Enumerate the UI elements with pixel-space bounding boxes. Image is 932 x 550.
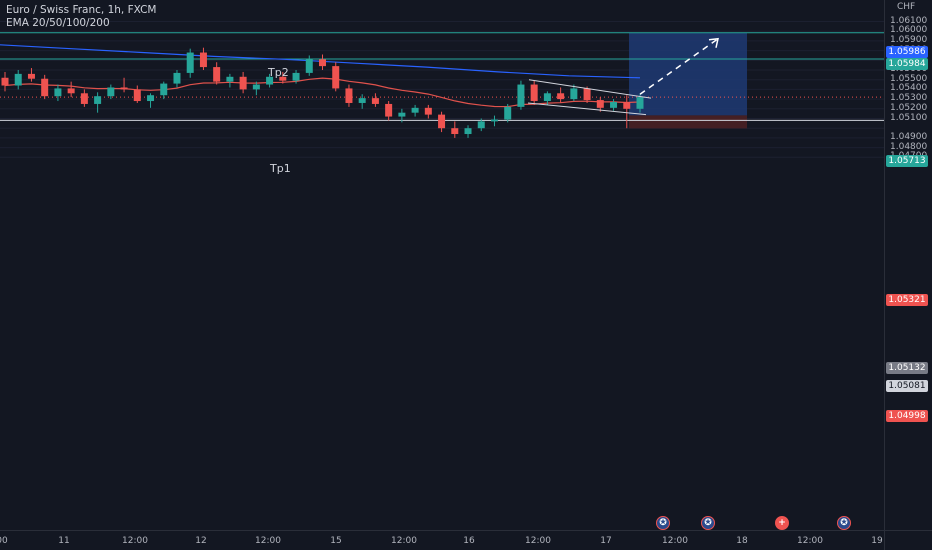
candle-body: [41, 78, 49, 97]
candle-body: [27, 73, 35, 79]
candles: [1, 47, 644, 138]
candle-body: [67, 88, 75, 94]
candle-body: [438, 114, 446, 129]
candle-body: [120, 87, 128, 90]
eu-flag-icon[interactable]: ✪: [656, 516, 670, 530]
time-tick: 12:00: [525, 536, 551, 546]
candle-body: [636, 97, 644, 109]
candle-body: [477, 121, 485, 129]
time-tick: 12:00: [662, 536, 688, 546]
target-zone[interactable]: [629, 32, 747, 116]
candle-body: [464, 128, 472, 135]
price-tick: 1.05200: [890, 102, 928, 113]
candle-body: [319, 59, 326, 67]
entry-price-badge: 1.05132: [886, 362, 928, 374]
candle-body: [160, 83, 168, 96]
symbol-title[interactable]: Euro / Swiss Franc, 1h, FXCM: [6, 4, 157, 16]
candle-body: [305, 59, 313, 73]
time-tick: 15: [330, 536, 342, 546]
price-tick: 1.05400: [890, 83, 928, 94]
candle-body: [504, 106, 512, 120]
support-price-badge: 1.05081: [886, 380, 928, 392]
price-tick: 1.05500: [890, 73, 928, 84]
time-tick: 16: [463, 536, 475, 546]
candle-body: [358, 98, 366, 103]
candle-body: [199, 52, 207, 68]
chart-grid: [0, 21, 884, 158]
price-tick: 1.05900: [890, 34, 928, 45]
candle-body: [147, 95, 155, 102]
last-price-badge: 1.05321: [886, 294, 928, 306]
projection-arrow[interactable]: [639, 38, 719, 95]
candle-body: [1, 77, 9, 86]
tp2-label: Tp2: [268, 66, 289, 79]
candle-body: [252, 84, 260, 90]
candle-body: [332, 66, 340, 89]
time-tick: 12:00: [122, 536, 148, 546]
time-tick: 19: [871, 536, 883, 546]
candle-body: [610, 102, 618, 108]
candle-body: [385, 103, 393, 117]
time-tick: 17: [600, 536, 612, 546]
candle-body: [583, 88, 591, 101]
candle-body: [80, 93, 88, 104]
candle-body: [133, 89, 141, 102]
candle-body: [279, 76, 287, 81]
price-tick: 1.05100: [890, 112, 928, 123]
eu-flag-icon[interactable]: ✪: [701, 516, 715, 530]
time-tick: 12: [195, 536, 207, 546]
price-tick: 1.06000: [890, 25, 928, 36]
candle-body: [424, 107, 432, 115]
candle-body: [186, 52, 194, 73]
channel-upper-line[interactable]: [528, 79, 652, 99]
candle-body: [94, 96, 102, 104]
tp2-price-badge: 1.05984: [886, 58, 928, 70]
time-tick: 12:00: [255, 536, 281, 546]
tp2-top-price-badge: 1.05986: [886, 46, 928, 58]
candle-body: [543, 93, 551, 102]
time-tick: 12:00: [797, 536, 823, 546]
candle-body: [371, 98, 379, 104]
candle-body: [173, 72, 181, 84]
candle-body: [623, 102, 631, 109]
price-tick: 1.04800: [890, 141, 928, 152]
candle-body: [213, 67, 221, 82]
stop-zone[interactable]: [629, 115, 747, 129]
time-tick: 12:00: [391, 536, 417, 546]
time-tick: 18: [736, 536, 748, 546]
candle-body: [398, 112, 406, 117]
candle-body: [596, 100, 604, 108]
price-tick: 1.05300: [890, 93, 928, 104]
candle-body: [490, 119, 498, 122]
currency-label: CHF: [897, 2, 916, 12]
eu-flag-icon[interactable]: ✪: [837, 516, 851, 530]
candle-body: [517, 84, 525, 107]
channel-lower-line[interactable]: [527, 102, 647, 116]
candle-body: [345, 88, 353, 103]
time-tick: 11: [58, 536, 70, 546]
candle-body: [530, 84, 538, 102]
candle-body: [570, 88, 578, 100]
candle-body: [266, 76, 274, 85]
stop-price-badge: 1.04998: [886, 410, 928, 422]
candle-body: [451, 128, 459, 135]
tp1-price-badge: 1.05713: [886, 155, 928, 167]
candle-body: [226, 76, 234, 82]
time-tick: 00: [0, 536, 8, 546]
candle-body: [292, 72, 300, 81]
swiss-flag-icon[interactable]: +: [775, 516, 789, 530]
tp1-label: Tp1: [270, 162, 291, 175]
candle-body: [411, 107, 419, 113]
candle-body: [14, 73, 22, 86]
price-tick: 1.06100: [890, 15, 928, 26]
projection-arrow-head-icon: [708, 37, 719, 48]
candle-body: [54, 88, 62, 97]
indicator-legend[interactable]: EMA 20/50/100/200: [6, 17, 110, 29]
candle-body: [557, 93, 565, 100]
candle-body: [107, 87, 115, 97]
price-tick: 1.04900: [890, 131, 928, 142]
candle-body: [239, 76, 247, 90]
